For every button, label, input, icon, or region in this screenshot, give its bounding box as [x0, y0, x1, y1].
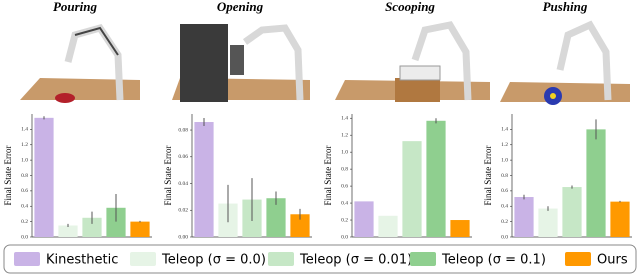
- legend-swatch: [410, 252, 436, 266]
- y-axis-label: Final State Error: [3, 146, 13, 206]
- y-tick-label: 0.0: [21, 234, 28, 240]
- y-tick-label: 0.6: [341, 183, 348, 189]
- y-tick-label: 1.2: [501, 142, 508, 148]
- y-tick-label: 0.0: [501, 234, 508, 240]
- bar: [378, 215, 398, 237]
- y-tick-label: 1.4: [501, 127, 508, 133]
- legend-label: Teleop (σ = 0.0): [161, 253, 266, 268]
- y-tick-label: 0.04: [178, 181, 188, 187]
- legend-label: Kinesthetic: [46, 253, 118, 268]
- bar: [34, 117, 54, 237]
- scene-pushing: [500, 20, 630, 105]
- y-tick-label: 0.4: [21, 204, 28, 210]
- y-tick-label: 0.2: [21, 219, 28, 225]
- y-tick-label: 0.2: [341, 217, 348, 223]
- legend-label: Teleop (σ = 0.1): [441, 253, 546, 268]
- scene-scooping: [335, 21, 490, 102]
- y-tick-label: 0.0: [341, 234, 348, 240]
- bar: [106, 207, 126, 237]
- bar: [586, 129, 606, 237]
- y-tick-label: 1.0: [341, 149, 348, 155]
- bar: [562, 187, 582, 237]
- y-axis-label: Final State Error: [163, 146, 173, 206]
- legend-swatch: [14, 252, 40, 266]
- y-tick-label: 0.8: [21, 173, 28, 179]
- y-tick-label: 0.8: [341, 166, 348, 172]
- y-tick-label: 0.4: [501, 204, 508, 210]
- bar: [402, 141, 422, 237]
- y-tick-label: 1.4: [21, 127, 28, 133]
- bar: [514, 197, 534, 237]
- bar: [130, 221, 150, 237]
- y-tick-label: 1.0: [21, 157, 28, 163]
- legend-swatch: [565, 252, 591, 266]
- bar: [58, 225, 78, 237]
- y-tick-label: 0.06: [178, 154, 188, 160]
- chart-title: Scooping: [385, 0, 435, 14]
- legend-label: Ours: [597, 253, 628, 268]
- legend-label: Teleop (σ = 0.01): [299, 253, 412, 268]
- chart-title: Pushing: [543, 0, 588, 14]
- scene-images: [20, 20, 630, 105]
- legend-swatch: [268, 252, 294, 266]
- legend-swatch: [130, 252, 156, 266]
- y-tick-label: 1.0: [501, 157, 508, 163]
- y-tick-label: 0.6: [501, 188, 508, 194]
- scene-opening: [172, 24, 310, 102]
- y-tick-label: 0.8: [501, 173, 508, 179]
- bar: [266, 198, 286, 237]
- y-axis-label: Final State Error: [323, 146, 333, 206]
- y-axis-label: Final State Error: [483, 146, 493, 206]
- bar: [82, 217, 102, 237]
- y-tick-label: 0.08: [178, 127, 188, 133]
- y-tick-label: 0.4: [341, 200, 348, 206]
- y-tick-label: 0.6: [21, 188, 28, 194]
- chart-title: Opening: [217, 0, 264, 14]
- bar: [610, 201, 630, 237]
- y-tick-label: 0.02: [178, 208, 188, 214]
- legend-box: [3, 244, 637, 274]
- bar: [354, 201, 374, 237]
- bar: [538, 208, 558, 237]
- y-tick-label: 1.4: [341, 116, 348, 122]
- y-tick-label: 1.2: [21, 142, 28, 148]
- y-tick-label: 1.2: [341, 132, 348, 138]
- scene-pouring: [20, 23, 140, 103]
- bar: [290, 214, 310, 237]
- bar: [450, 220, 470, 237]
- y-tick-label: 0.2: [501, 219, 508, 225]
- chart-title: Pouring: [53, 0, 98, 14]
- bar: [426, 120, 446, 237]
- y-tick-label: 0.00: [178, 234, 188, 240]
- bar: [194, 122, 214, 237]
